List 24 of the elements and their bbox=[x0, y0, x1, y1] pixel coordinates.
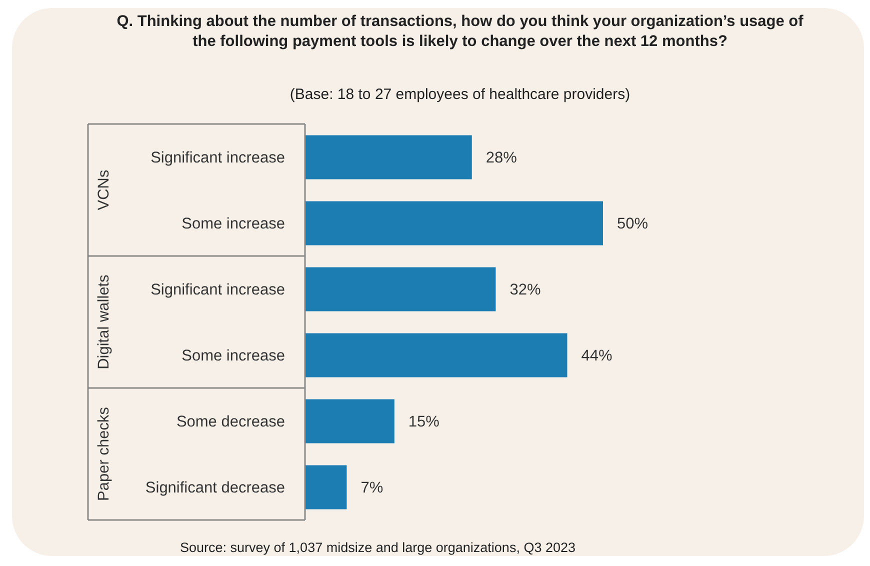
chart-title: Q. Thinking about the number of transactions, how do you think your organization’s usage of the following payment tools is likely to change over the next 12 months? bbox=[116, 12, 804, 52]
bar bbox=[305, 333, 568, 378]
bar bbox=[305, 399, 394, 444]
text: VCNs bbox=[96, 170, 112, 210]
data-label: 15% bbox=[408, 414, 440, 431]
chart-subtitle: (Base: 18 to 27 employees of healthcare providers) bbox=[288, 86, 632, 103]
data-label: 32% bbox=[510, 282, 541, 299]
data-label: 7% bbox=[360, 480, 384, 497]
bar bbox=[305, 135, 472, 180]
data-label: 44% bbox=[581, 348, 612, 365]
text: Digital wallets bbox=[96, 274, 112, 370]
y-tick-label: Significant decrease bbox=[145, 480, 285, 497]
source-note: Source: survey of 1,037 midsize and large organizations, Q3 2023 bbox=[180, 540, 576, 555]
y-tick-label: Significant increase bbox=[150, 150, 285, 167]
text: Paper checks bbox=[96, 406, 112, 501]
y-tick-label: Some increase bbox=[182, 216, 285, 233]
y-tick-label: Some decrease bbox=[176, 414, 285, 431]
bar bbox=[305, 267, 496, 312]
y-tick-label: Some increase bbox=[182, 348, 285, 365]
bar bbox=[305, 465, 347, 510]
data-label: 50% bbox=[617, 216, 648, 233]
data-label: 28% bbox=[486, 150, 518, 167]
y-tick-label: Significant increase bbox=[150, 282, 285, 299]
bar bbox=[305, 201, 603, 246]
